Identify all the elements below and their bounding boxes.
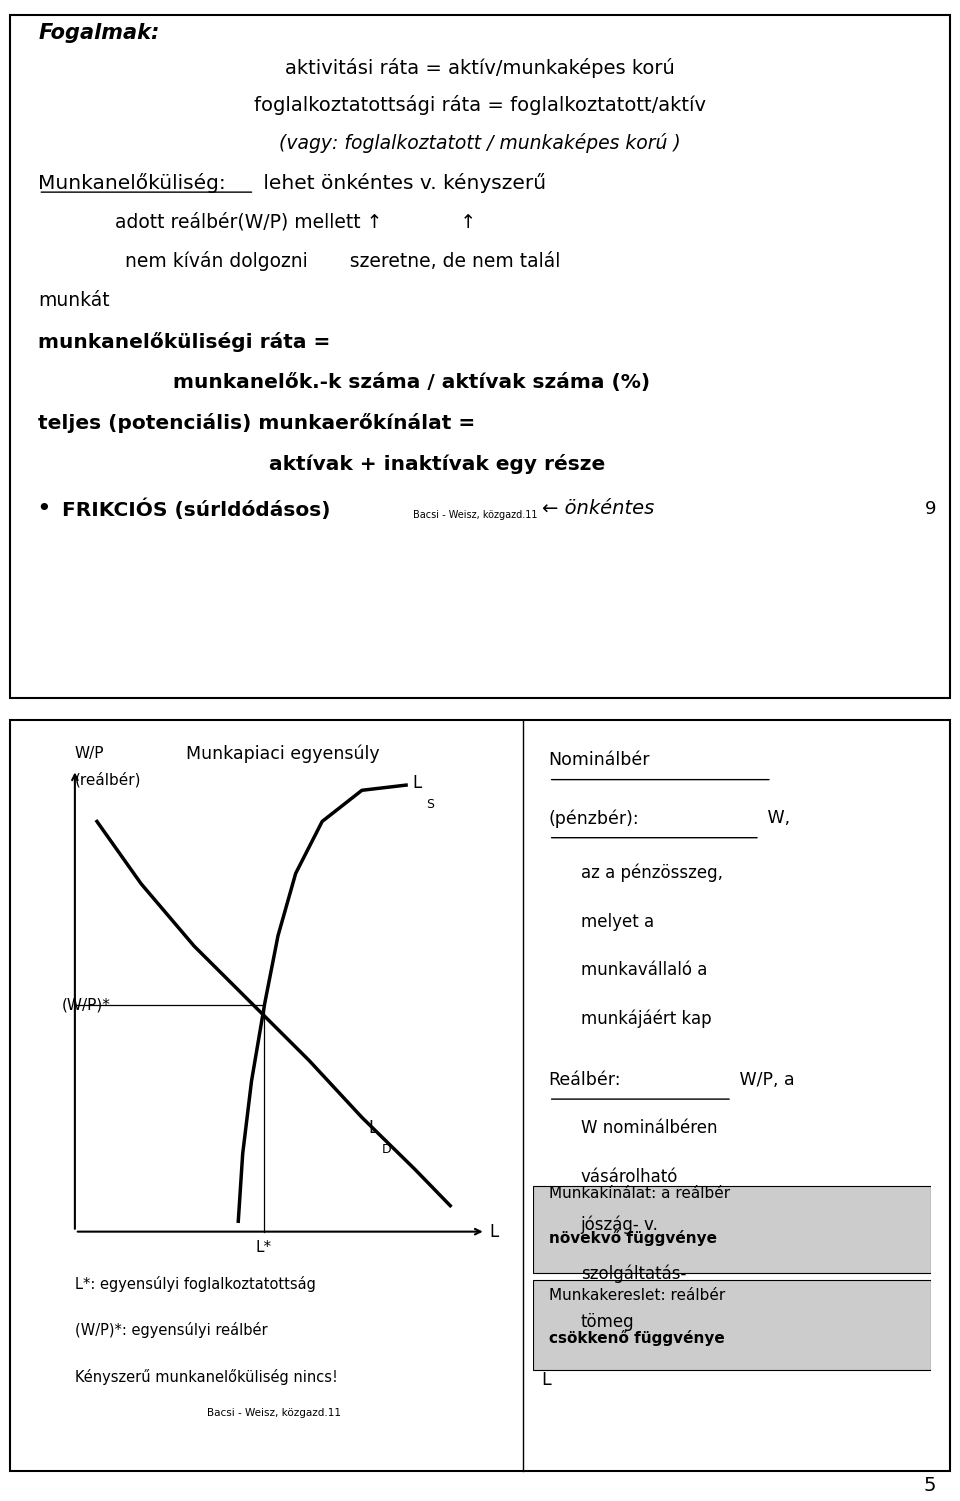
Text: L*: egyensúlyi foglalkoztatottság: L*: egyensúlyi foglalkoztatottság — [75, 1276, 316, 1291]
Text: vásárolható: vásárolható — [581, 1168, 678, 1186]
Text: (pénzbér):: (pénzbér): — [549, 809, 639, 827]
Text: Nominálbér: Nominálbér — [549, 752, 650, 769]
Text: L: L — [369, 1118, 378, 1136]
Bar — [10, 720, 950, 1471]
Text: Bacsi - Weisz, közgazd.11: Bacsi - Weisz, közgazd.11 — [413, 510, 538, 519]
Text: jószág- v.: jószág- v. — [581, 1216, 659, 1234]
Text: D: D — [382, 1144, 392, 1156]
Text: Munkakínálat: a reálbér: Munkakínálat: a reálbér — [549, 1186, 730, 1201]
Text: szolgáltatás-: szolgáltatás- — [581, 1264, 686, 1283]
Text: Bacsi - Weisz, közgazd.11: Bacsi - Weisz, közgazd.11 — [206, 1408, 341, 1418]
Text: •: • — [36, 497, 51, 521]
Text: teljes (potenciális) munkaerőkínálat =: teljes (potenciális) munkaerőkínálat = — [38, 413, 475, 434]
Text: Reálbér:: Reálbér: — [549, 1070, 621, 1088]
Text: W,: W, — [762, 809, 790, 827]
Text: aktívak + inaktívak egy része: aktívak + inaktívak egy része — [269, 453, 605, 474]
Text: munkájáért kap: munkájáért kap — [581, 1009, 711, 1028]
Bar — [533, 1186, 931, 1273]
Text: 5: 5 — [924, 1477, 936, 1495]
Text: Munkapiaci egyensúly: Munkapiaci egyensúly — [185, 744, 379, 763]
Text: FRIKCIÓS (súrldódásos): FRIKCIÓS (súrldódásos) — [62, 498, 331, 519]
Text: növekvő függvénye: növekvő függvénye — [549, 1229, 717, 1246]
Text: (reálbér): (reálbér) — [75, 772, 141, 788]
Text: Munkanelőküliség:: Munkanelőküliség: — [38, 173, 227, 194]
Text: munkanelők.-k száma / aktívak száma (%): munkanelők.-k száma / aktívak száma (%) — [173, 374, 650, 392]
Text: (W/P)*: (W/P)* — [61, 997, 110, 1012]
Text: W/P: W/P — [75, 746, 105, 761]
Text: munkavállaló a: munkavállaló a — [581, 961, 707, 979]
Bar — [533, 1280, 931, 1370]
Text: nem kíván dolgozni       szeretne, de nem talál: nem kíván dolgozni szeretne, de nem talá… — [125, 251, 561, 272]
Text: ← önkéntes: ← önkéntes — [542, 500, 655, 518]
Text: melyet a: melyet a — [581, 913, 654, 931]
Text: L: L — [413, 773, 422, 791]
Text: munkanelőküliségi ráta =: munkanelőküliségi ráta = — [38, 332, 331, 353]
Text: 9: 9 — [924, 500, 936, 518]
Text: W nominálbéren: W nominálbéren — [581, 1120, 717, 1138]
Text: L: L — [490, 1223, 499, 1241]
Text: tömeg: tömeg — [581, 1313, 635, 1331]
Bar — [10, 15, 950, 698]
Text: Kényszerű munkanelőküliség nincs!: Kényszerű munkanelőküliség nincs! — [75, 1369, 338, 1385]
Text: Fogalmak:: Fogalmak: — [38, 23, 159, 44]
Text: Munkakereslet: reálbér: Munkakereslet: reálbér — [549, 1288, 725, 1303]
Text: munkát: munkát — [38, 291, 110, 309]
Text: L: L — [540, 1370, 550, 1388]
Text: az a pénzösszeg,: az a pénzösszeg, — [581, 865, 723, 883]
Text: aktivitási ráta = aktív/munkaképes korú: aktivitási ráta = aktív/munkaképes korú — [285, 57, 675, 78]
Text: adott reálbér(W/P) mellett ↑             ↑: adott reálbér(W/P) mellett ↑ ↑ — [115, 213, 476, 231]
Text: L*: L* — [255, 1240, 272, 1255]
Text: (W/P)*: egyensúlyi reálbér: (W/P)*: egyensúlyi reálbér — [75, 1322, 268, 1339]
Text: lehet önkéntes v. kényszerű: lehet önkéntes v. kényszerű — [257, 173, 546, 194]
Text: foglalkoztatottsági ráta = foglalkoztatott/aktív: foglalkoztatottsági ráta = foglalkoztato… — [254, 95, 706, 116]
Text: csökkenő függvénye: csökkenő függvénye — [549, 1330, 725, 1346]
Text: W/P, a: W/P, a — [734, 1070, 795, 1088]
Text: (vagy: foglalkoztatott / munkaképes korú ): (vagy: foglalkoztatott / munkaképes korú… — [279, 132, 681, 153]
Text: S: S — [426, 799, 434, 811]
